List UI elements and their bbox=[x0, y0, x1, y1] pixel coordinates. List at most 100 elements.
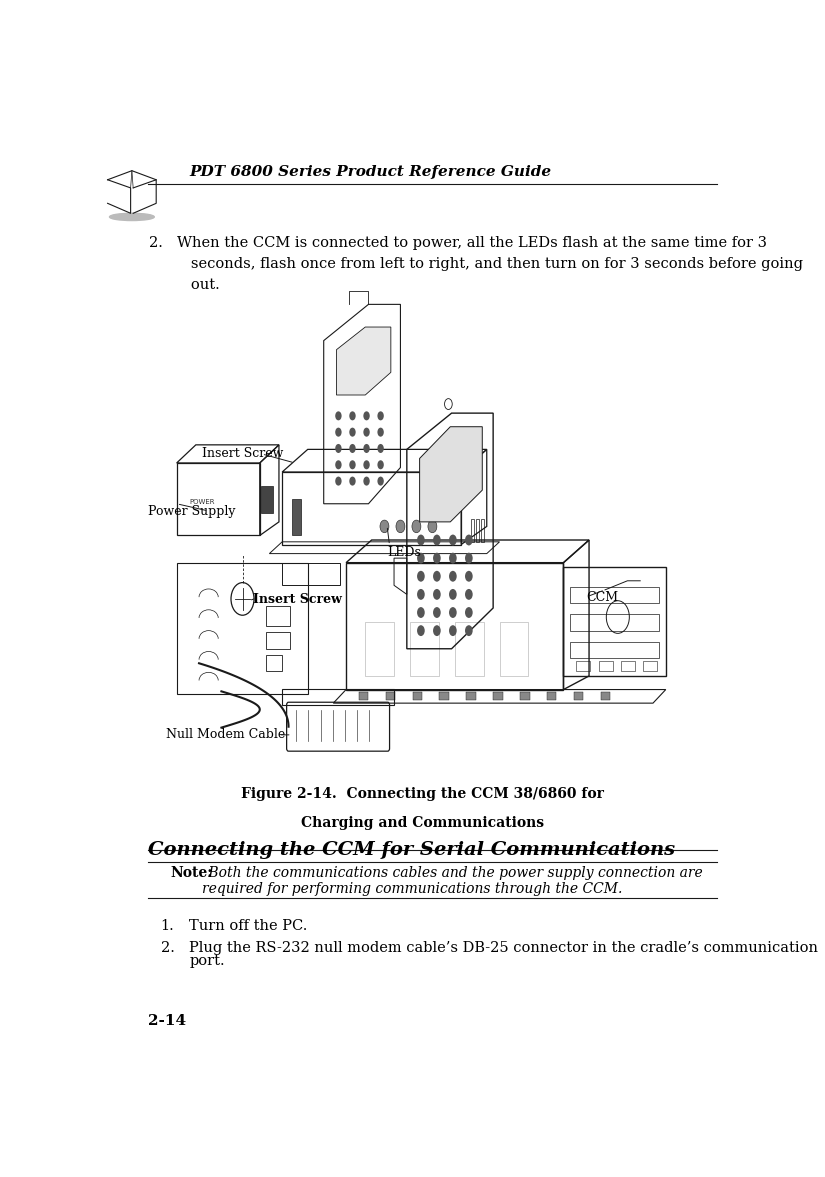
Circle shape bbox=[433, 625, 441, 636]
Bar bbox=[266, 606, 290, 626]
Text: Charging and Communications: Charging and Communications bbox=[301, 817, 544, 831]
Bar bbox=[410, 621, 439, 676]
Circle shape bbox=[449, 553, 457, 564]
Circle shape bbox=[433, 553, 441, 564]
Bar bbox=[547, 692, 556, 700]
Circle shape bbox=[465, 607, 473, 618]
Bar bbox=[292, 499, 301, 536]
Bar bbox=[576, 660, 591, 671]
Circle shape bbox=[417, 534, 425, 545]
Bar bbox=[520, 692, 530, 700]
Circle shape bbox=[417, 625, 425, 636]
Text: Turn off the PC.: Turn off the PC. bbox=[190, 919, 308, 933]
Bar bbox=[440, 692, 449, 700]
Circle shape bbox=[449, 588, 457, 600]
Circle shape bbox=[449, 571, 457, 581]
Circle shape bbox=[363, 477, 370, 486]
Text: Null Modem Cable: Null Modem Cable bbox=[166, 729, 285, 742]
Text: Note:: Note: bbox=[170, 866, 213, 880]
Text: required for performing communications through the CCM.: required for performing communications t… bbox=[202, 882, 623, 896]
Text: Connecting the CCM for Serial Communications: Connecting the CCM for Serial Communicat… bbox=[148, 840, 675, 859]
Bar bbox=[471, 519, 474, 541]
Circle shape bbox=[396, 520, 405, 533]
Text: Power Supply: Power Supply bbox=[148, 505, 235, 518]
Text: CCM: CCM bbox=[586, 591, 618, 604]
Text: Figure 2-14.  Connecting the CCM 38/6860 for: Figure 2-14. Connecting the CCM 38/6860 … bbox=[242, 787, 604, 802]
Text: Both the communications cables and the power supply connection are: Both the communications cables and the p… bbox=[204, 866, 702, 880]
Text: When the CCM is connected to power, all the LEDs flash at the same time for 3
  : When the CCM is connected to power, all … bbox=[177, 237, 803, 292]
Bar bbox=[500, 621, 528, 676]
Circle shape bbox=[449, 625, 457, 636]
Circle shape bbox=[465, 588, 473, 600]
Circle shape bbox=[349, 427, 356, 437]
Polygon shape bbox=[420, 427, 483, 521]
Text: 2-14: 2-14 bbox=[148, 1013, 186, 1028]
Bar bbox=[493, 692, 502, 700]
Circle shape bbox=[363, 411, 370, 420]
Circle shape bbox=[335, 427, 342, 437]
Circle shape bbox=[417, 571, 425, 581]
Bar bbox=[359, 692, 369, 700]
Bar bbox=[412, 692, 422, 700]
Bar bbox=[599, 660, 613, 671]
Text: Insert Screw: Insert Screw bbox=[202, 447, 284, 460]
Circle shape bbox=[412, 520, 421, 533]
Polygon shape bbox=[337, 327, 391, 395]
Bar bbox=[570, 587, 659, 604]
Text: 2.: 2. bbox=[161, 940, 175, 955]
Bar bbox=[601, 692, 610, 700]
Circle shape bbox=[449, 607, 457, 618]
Circle shape bbox=[377, 427, 384, 437]
Circle shape bbox=[349, 411, 356, 420]
Circle shape bbox=[377, 477, 384, 486]
Bar bbox=[621, 660, 635, 671]
Bar bbox=[570, 614, 659, 631]
Ellipse shape bbox=[110, 213, 154, 220]
Circle shape bbox=[349, 460, 356, 470]
Circle shape bbox=[363, 444, 370, 453]
Circle shape bbox=[377, 411, 384, 420]
Circle shape bbox=[428, 520, 437, 533]
Circle shape bbox=[377, 444, 384, 453]
Bar bbox=[455, 621, 483, 676]
Circle shape bbox=[433, 588, 441, 600]
Circle shape bbox=[449, 534, 457, 545]
Text: LEDs: LEDs bbox=[388, 546, 422, 559]
Circle shape bbox=[335, 477, 342, 486]
Bar bbox=[644, 660, 658, 671]
Bar bbox=[476, 519, 479, 541]
Circle shape bbox=[335, 444, 342, 453]
Text: Insert Screw: Insert Screw bbox=[253, 593, 342, 606]
Circle shape bbox=[380, 520, 389, 533]
Bar bbox=[570, 641, 659, 658]
Text: PDT 6800 Series Product Reference Guide: PDT 6800 Series Product Reference Guide bbox=[190, 165, 552, 179]
Circle shape bbox=[335, 460, 342, 470]
Circle shape bbox=[349, 444, 356, 453]
Circle shape bbox=[433, 607, 441, 618]
Text: port.: port. bbox=[190, 955, 225, 969]
Circle shape bbox=[417, 553, 425, 564]
Bar bbox=[573, 692, 583, 700]
Circle shape bbox=[465, 571, 473, 581]
Circle shape bbox=[417, 588, 425, 600]
Circle shape bbox=[433, 571, 441, 581]
Circle shape bbox=[377, 460, 384, 470]
Circle shape bbox=[465, 534, 473, 545]
Text: POWER: POWER bbox=[190, 499, 215, 505]
Circle shape bbox=[349, 477, 356, 486]
Bar bbox=[365, 621, 394, 676]
Bar bbox=[466, 692, 476, 700]
Circle shape bbox=[465, 625, 473, 636]
Bar bbox=[261, 486, 272, 513]
Bar bbox=[481, 519, 484, 541]
Text: 1.: 1. bbox=[161, 919, 174, 933]
Circle shape bbox=[335, 411, 342, 420]
Circle shape bbox=[465, 553, 473, 564]
Text: 2.: 2. bbox=[149, 237, 163, 251]
Bar bbox=[266, 632, 290, 649]
Circle shape bbox=[433, 534, 441, 545]
Circle shape bbox=[363, 427, 370, 437]
Text: Plug the RS-232 null modem cable’s DB-25 connector in the cradle’s communication: Plug the RS-232 null modem cable’s DB-25… bbox=[190, 940, 818, 955]
Bar bbox=[266, 656, 282, 671]
Bar bbox=[386, 692, 395, 700]
